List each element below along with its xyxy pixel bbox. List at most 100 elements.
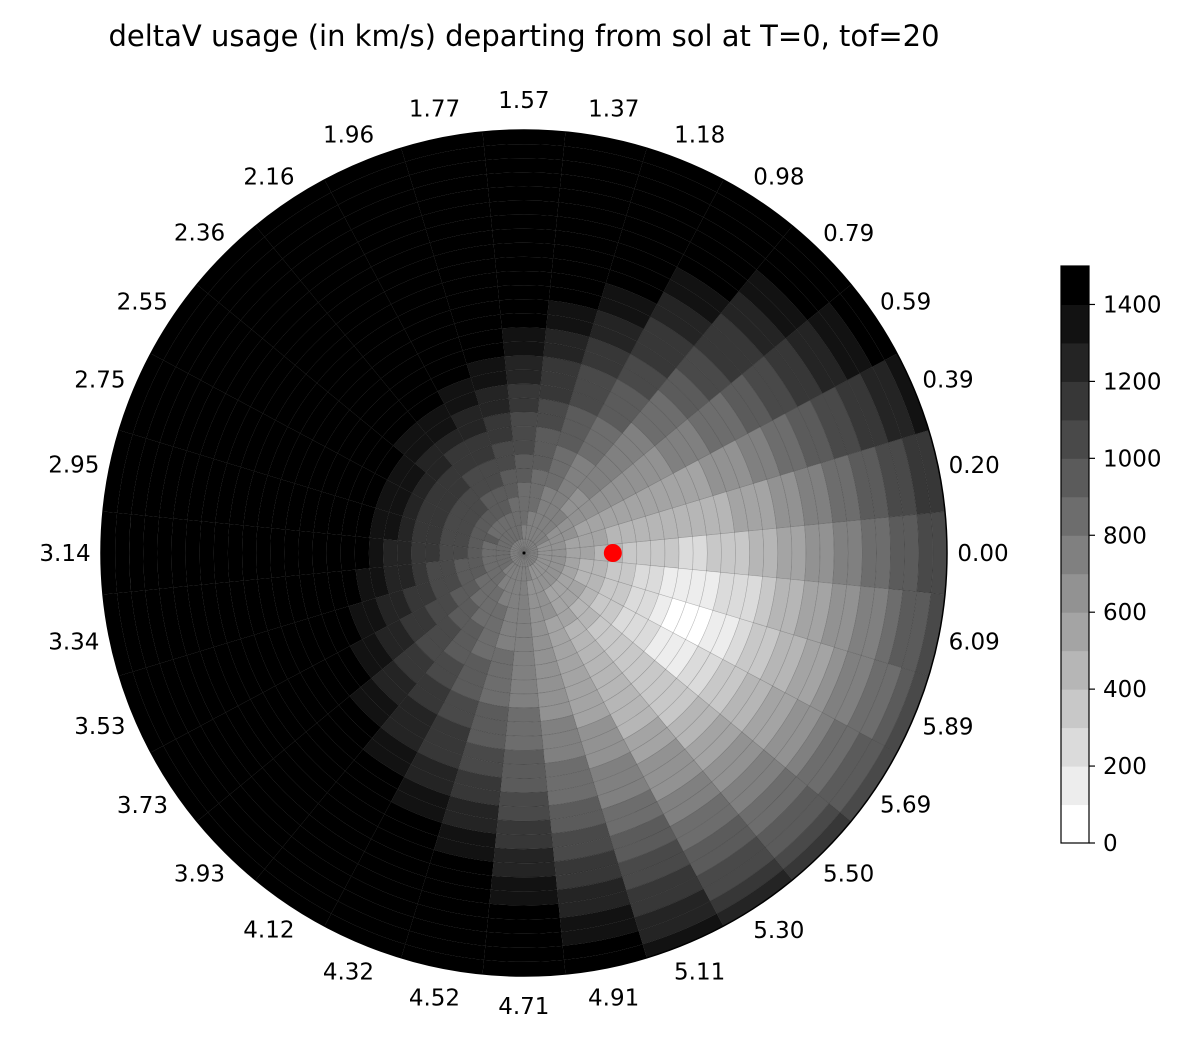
polar-cell — [508, 397, 540, 414]
polar-cell — [100, 511, 118, 595]
polar-cell — [158, 587, 188, 660]
polar-cell — [324, 409, 361, 454]
polar-cell — [493, 242, 555, 259]
polar-cell — [522, 552, 526, 568]
polar-cell — [341, 569, 363, 607]
polar-cell — [604, 560, 623, 583]
colorbar-segment — [1061, 419, 1089, 459]
red-marker-point — [603, 544, 622, 562]
colorbar-segment — [1061, 612, 1089, 652]
polar-cell — [335, 291, 392, 336]
colorbar-tick-labels: 0 200 400 600 800 1000 1200 1400 — [1089, 292, 1162, 857]
polar-cell — [456, 519, 475, 538]
polar-cell — [282, 835, 352, 890]
polar-cell — [144, 588, 174, 664]
polar-cell — [596, 672, 632, 703]
polar-cell — [241, 525, 258, 581]
polar-cell — [565, 547, 581, 559]
angle-tick-labels: 0.00 0.20 0.39 0.59 0.79 0.98 1.18 1.37 1.57 1.77… — [39, 88, 1008, 1020]
colorbar-tick-label: 1200 — [1103, 369, 1162, 395]
angle-tick-label: 2.95 — [48, 453, 99, 479]
polar-cell — [500, 777, 548, 794]
polar-cell — [720, 531, 736, 575]
polar-cell — [262, 685, 307, 742]
polar-cell — [573, 568, 592, 587]
polar-cell — [423, 350, 468, 380]
polar-cell — [484, 931, 564, 949]
polar-cell — [512, 439, 536, 456]
polar-cell — [554, 229, 619, 257]
angle-tick-label: 0.00 — [957, 541, 1008, 567]
polar-cell — [470, 714, 508, 736]
polar-cell — [902, 513, 920, 593]
polar-cell — [490, 602, 509, 621]
angle-tick-label: 4.52 — [409, 985, 460, 1011]
polar-cell — [551, 548, 567, 558]
polar-cell — [496, 574, 512, 591]
polar-cell — [846, 519, 863, 587]
polar-cell — [157, 516, 174, 590]
polar-cell — [370, 668, 409, 707]
polar-cell — [859, 366, 903, 443]
polar-cell — [407, 683, 445, 716]
polar-cell — [583, 650, 614, 678]
polar-cell — [516, 608, 532, 624]
polar-cell — [496, 270, 552, 287]
polar-cell — [355, 567, 376, 603]
polar-cell — [361, 597, 388, 634]
polar-cell — [916, 512, 934, 594]
colorbar-tick-label: 200 — [1103, 754, 1147, 780]
polar-cell — [504, 355, 544, 371]
polar-cell — [874, 516, 891, 590]
polar-cell — [499, 468, 518, 486]
polar-cell — [658, 566, 679, 599]
polar-cell — [214, 462, 242, 525]
polar-cell — [489, 200, 559, 217]
polar-cell — [643, 445, 674, 481]
polar-cell — [312, 531, 328, 575]
polar-cell — [498, 298, 550, 315]
polar-cell — [424, 542, 441, 564]
polar-cell — [382, 538, 399, 568]
polar-cell — [537, 549, 553, 557]
polar-cell — [187, 311, 242, 381]
polar-cell — [421, 201, 492, 230]
polar-cell — [820, 583, 848, 648]
polar-cell — [560, 916, 639, 947]
polar-cell — [349, 639, 383, 679]
polar-cell — [545, 565, 562, 581]
polar-cell — [429, 849, 494, 877]
polar-cell — [657, 378, 699, 420]
polar-cell — [478, 398, 511, 419]
polar-cell — [443, 390, 480, 417]
polar-cell — [434, 428, 465, 456]
polar-cell — [649, 538, 666, 568]
polar-cell — [416, 403, 452, 434]
polar-cell — [399, 612, 427, 643]
polar-cell — [445, 286, 500, 311]
polar-cell — [507, 707, 541, 723]
polar-cell — [497, 805, 551, 822]
polar-cell — [635, 540, 652, 566]
polar-cell — [541, 356, 582, 378]
polar-cell — [647, 593, 673, 627]
polar-cell — [490, 875, 558, 892]
polar-cell — [577, 558, 595, 574]
colorbar-segment — [1061, 458, 1089, 498]
polar-cell — [487, 585, 505, 604]
polar-cell — [474, 701, 510, 722]
polar-cell — [631, 563, 651, 591]
polar-cell — [486, 172, 562, 189]
polar-cell — [779, 470, 805, 528]
polar-cell — [930, 511, 948, 595]
polar-cell — [384, 801, 443, 837]
polar-cell — [425, 415, 458, 445]
polar-cell — [200, 320, 252, 388]
polar-cell — [860, 587, 890, 660]
polar-cell — [702, 731, 754, 783]
polar-cell — [734, 530, 750, 576]
polar-cell — [796, 718, 848, 786]
polar-cell — [696, 216, 766, 271]
polar-cell — [645, 565, 665, 595]
